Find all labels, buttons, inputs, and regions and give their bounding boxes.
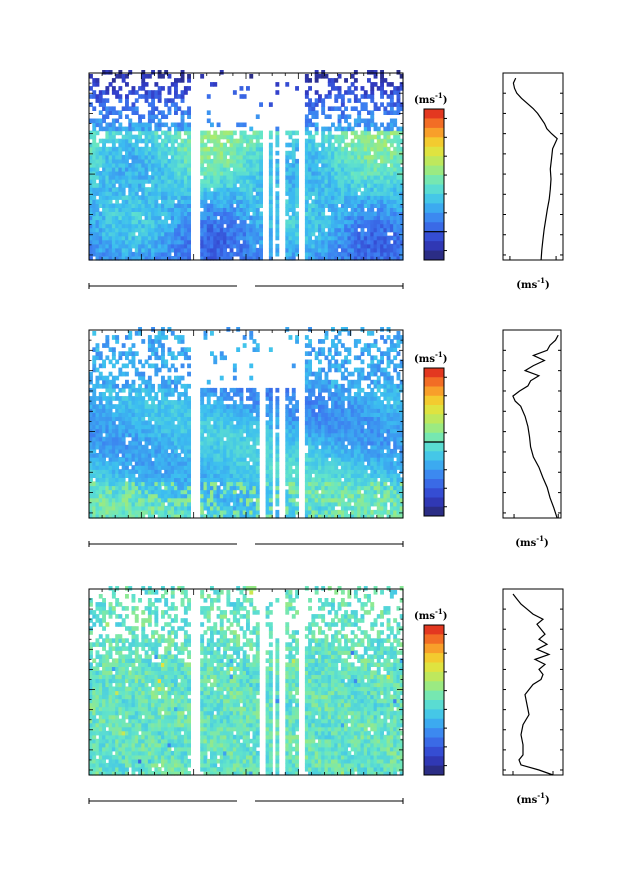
colorbar-unit-base: (ms [414, 95, 435, 106]
colorbar-segment [424, 728, 444, 738]
colorbar-segment [424, 222, 444, 233]
colorbar-segment [424, 250, 444, 261]
colorbar-segment [424, 700, 444, 710]
colorbar-unit: (ms-1) [414, 607, 447, 622]
colorbar-segment [424, 423, 444, 434]
colorbar-unit-close: ) [443, 354, 448, 365]
colorbar-segment [424, 488, 444, 498]
colorbar-unit-close: ) [443, 611, 448, 622]
colorbar-segment [424, 405, 444, 415]
colorbar: (ms-1) [414, 350, 447, 517]
colorbar-segment [424, 718, 444, 729]
colorbar-segment [424, 109, 444, 119]
colorbar-segment [424, 625, 444, 635]
profile-frame [502, 329, 562, 519]
profile-frame [502, 72, 564, 261]
colorbar-segment [424, 765, 444, 776]
colorbar-segment [424, 432, 444, 443]
colorbar-segment [424, 442, 444, 452]
profile-line [512, 77, 558, 261]
colorbar-segment [424, 460, 444, 471]
colorbar-segment [424, 368, 444, 378]
colorbar-segment [424, 690, 444, 701]
colorbar-segment [424, 653, 444, 663]
colorbar-segment [424, 395, 444, 406]
panel-vertical: (ms-1)(ms-1) [88, 586, 564, 806]
colorbar-segment [424, 377, 444, 387]
tick-marks [88, 588, 404, 775]
colorbar-segment [424, 386, 444, 397]
colorbar-segment [424, 241, 444, 252]
colorbar-unit-base: (ms [414, 354, 435, 365]
tick-marks [88, 72, 404, 260]
colorbar-frame [423, 624, 445, 776]
colorbar-segment [424, 414, 444, 424]
tick-marks [88, 329, 404, 518]
colorbar-segment [424, 212, 444, 223]
heatmap-field [89, 70, 404, 261]
colorbar-segment [424, 497, 444, 508]
colorbar-segment [424, 756, 444, 767]
colorbar-segment [424, 479, 444, 489]
average-profile: (ms-1) [502, 329, 562, 549]
profile-x-unit: (ms-1) [515, 534, 548, 549]
heatmap-field [89, 327, 404, 519]
average-profile: (ms-1) [502, 588, 564, 806]
colorbar-frame [423, 108, 445, 261]
profile-line [512, 334, 559, 519]
heatmap-field [89, 586, 404, 776]
colorbar-unit-exp: -1 [435, 91, 443, 100]
colorbar-segment [424, 662, 444, 673]
colorbar-segment [424, 506, 444, 517]
colorbar-segment [424, 146, 444, 157]
panel-zonal: (ms-1)(ms-1) [88, 70, 564, 291]
colorbar-segment [424, 184, 444, 195]
panel-meridional: (ms-1)(ms-1) [88, 327, 562, 549]
average-profile: (ms-1) [502, 72, 564, 291]
colorbar-segment [424, 203, 444, 214]
colorbar-segment [424, 118, 444, 129]
colorbar-segment [424, 165, 444, 176]
colorbar-segment [424, 175, 444, 185]
colorbar-segment [424, 469, 444, 480]
colorbar-segment [424, 137, 444, 148]
colorbar-segment [424, 643, 444, 654]
profile-frame [502, 588, 564, 776]
colorbar-segment [424, 231, 444, 242]
colorbar-segment [424, 737, 444, 748]
colorbar-segment [424, 746, 444, 757]
profile-x-unit: (ms-1) [516, 791, 549, 806]
colorbar-segment [424, 634, 444, 645]
colorbar-segment [424, 156, 444, 167]
colorbar-segment [424, 671, 444, 682]
colorbar-unit-base: (ms [414, 611, 435, 622]
colorbar: (ms-1) [414, 91, 447, 261]
colorbar-unit: (ms-1) [414, 350, 447, 365]
colorbar-unit: (ms-1) [414, 91, 447, 106]
colorbar-unit-close: ) [443, 95, 448, 106]
profile-line [512, 593, 554, 776]
colorbar-segment [424, 127, 444, 138]
colorbar: (ms-1) [414, 607, 447, 776]
colorbar-segment [424, 709, 444, 720]
colorbar-segment [424, 451, 444, 461]
colorbar-unit-exp: -1 [435, 350, 443, 359]
colorbar-unit-exp: -1 [435, 607, 443, 616]
colorbar-segment [424, 681, 444, 692]
colorbar-segment [424, 193, 444, 204]
profile-x-unit: (ms-1) [516, 276, 549, 291]
